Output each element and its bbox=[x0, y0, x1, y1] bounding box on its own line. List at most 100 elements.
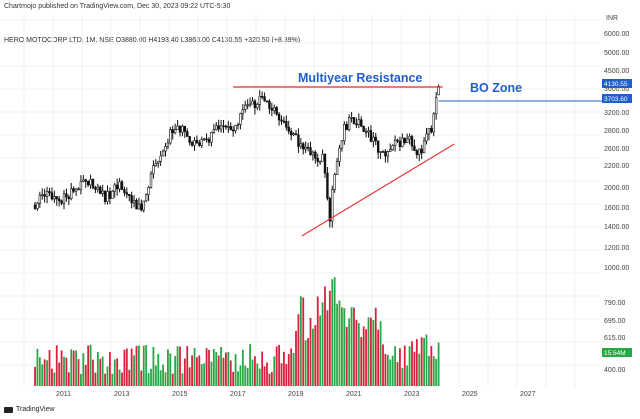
volume-bar bbox=[295, 330, 297, 386]
candle-body bbox=[241, 109, 245, 114]
volume-bar bbox=[290, 348, 293, 386]
volume-bar bbox=[256, 363, 259, 386]
volume-bar bbox=[63, 356, 65, 386]
candle-body bbox=[65, 193, 68, 198]
candle-body bbox=[67, 196, 71, 200]
candle-body bbox=[157, 160, 160, 164]
volume-bar bbox=[244, 365, 247, 386]
candle-body bbox=[422, 140, 426, 154]
volume-bar bbox=[345, 326, 348, 386]
candle-body bbox=[164, 146, 167, 152]
volume-bar bbox=[435, 358, 438, 386]
candle-body bbox=[302, 143, 305, 150]
volume-bar bbox=[198, 355, 201, 386]
volume-bar bbox=[319, 315, 322, 386]
volume-bar bbox=[382, 344, 384, 386]
candle-body bbox=[113, 184, 116, 192]
volume-bar bbox=[384, 353, 387, 386]
volume-bar bbox=[138, 345, 140, 386]
candle-body bbox=[154, 162, 158, 166]
volume-bar bbox=[147, 373, 150, 386]
volume-bar bbox=[111, 373, 114, 386]
volume-bar bbox=[316, 296, 319, 386]
volume-label: 15.54M bbox=[602, 348, 632, 357]
volume-bar bbox=[362, 326, 365, 386]
candle-body bbox=[166, 142, 170, 147]
candle-body bbox=[128, 194, 131, 196]
volume-bar bbox=[377, 329, 380, 386]
candle-body bbox=[275, 107, 278, 115]
volume-bar bbox=[183, 358, 186, 386]
support-trendline bbox=[301, 143, 455, 237]
candle-body bbox=[304, 146, 307, 150]
candle-body bbox=[142, 200, 145, 211]
candle-body bbox=[386, 151, 390, 157]
x-tick-2027: 2027 bbox=[520, 391, 536, 398]
volume-bar bbox=[203, 363, 206, 386]
candle-body bbox=[53, 196, 56, 200]
volume-bar bbox=[326, 310, 329, 386]
volume-bar bbox=[350, 307, 353, 386]
volume-bar bbox=[51, 368, 53, 386]
candle-body bbox=[111, 190, 114, 199]
candle-body bbox=[118, 181, 121, 190]
volume-bar bbox=[89, 344, 92, 386]
volume-tick-3: 400.00 bbox=[604, 367, 626, 374]
candle-body bbox=[224, 125, 228, 128]
volume-bar bbox=[128, 369, 131, 386]
candle-body bbox=[396, 139, 399, 142]
volume-bar bbox=[113, 359, 116, 386]
level-label-text: 3703.60 bbox=[604, 96, 628, 103]
volume-bar bbox=[186, 346, 189, 386]
candle-body bbox=[343, 124, 346, 142]
volume-bar bbox=[174, 356, 177, 386]
candle-body bbox=[120, 181, 124, 190]
candle-body bbox=[171, 129, 174, 134]
volume-bar bbox=[140, 370, 143, 386]
volume-bar bbox=[314, 325, 317, 386]
volume-tick-0: 790.00 bbox=[604, 300, 626, 307]
candle-body bbox=[280, 119, 283, 122]
volume-bar bbox=[258, 368, 261, 386]
volume-bar bbox=[372, 320, 375, 386]
candle-body bbox=[70, 188, 73, 200]
x-tick-2025: 2025 bbox=[462, 391, 478, 398]
volume-bar bbox=[275, 346, 278, 386]
price-label: 4130.55 bbox=[602, 79, 632, 88]
volume-bar bbox=[179, 346, 181, 386]
volume-bar bbox=[413, 351, 416, 386]
candle-body bbox=[405, 138, 409, 143]
volume-bar bbox=[394, 346, 396, 386]
volume-bar bbox=[292, 352, 295, 386]
candle-body bbox=[314, 151, 317, 159]
ohlc-line: HERO MOTOCORP LTD, 1M, NSE O3880.00 H419… bbox=[4, 37, 301, 44]
volume-bar bbox=[428, 356, 430, 386]
candle-body bbox=[43, 194, 46, 197]
candle-body bbox=[207, 139, 211, 143]
price-tick-3: 3600.00 bbox=[604, 86, 629, 93]
volume-tick-1: 695.00 bbox=[604, 318, 626, 325]
volume-bar bbox=[196, 357, 198, 386]
candle-body bbox=[384, 151, 387, 157]
candle-body bbox=[38, 194, 42, 204]
candle-body bbox=[147, 187, 150, 195]
volume-bar bbox=[348, 318, 351, 386]
price-label-text: 4130.55 bbox=[604, 81, 628, 88]
volume-bar bbox=[67, 372, 70, 386]
volume-bar bbox=[399, 348, 401, 386]
candle-body bbox=[299, 143, 303, 147]
volume-bar bbox=[297, 314, 300, 386]
volume-bar bbox=[46, 360, 48, 386]
candle-body bbox=[50, 192, 54, 200]
candle-body bbox=[393, 139, 397, 146]
volume-bar bbox=[299, 296, 302, 386]
volume-bar bbox=[341, 307, 343, 386]
volume-bar bbox=[304, 340, 307, 386]
price-tick-11: 1200.00 bbox=[604, 245, 629, 252]
candle-body bbox=[285, 121, 288, 128]
volume-bar bbox=[251, 359, 254, 386]
candle-body bbox=[253, 100, 257, 109]
volume-bar bbox=[116, 358, 119, 386]
volume-bar bbox=[403, 345, 406, 386]
